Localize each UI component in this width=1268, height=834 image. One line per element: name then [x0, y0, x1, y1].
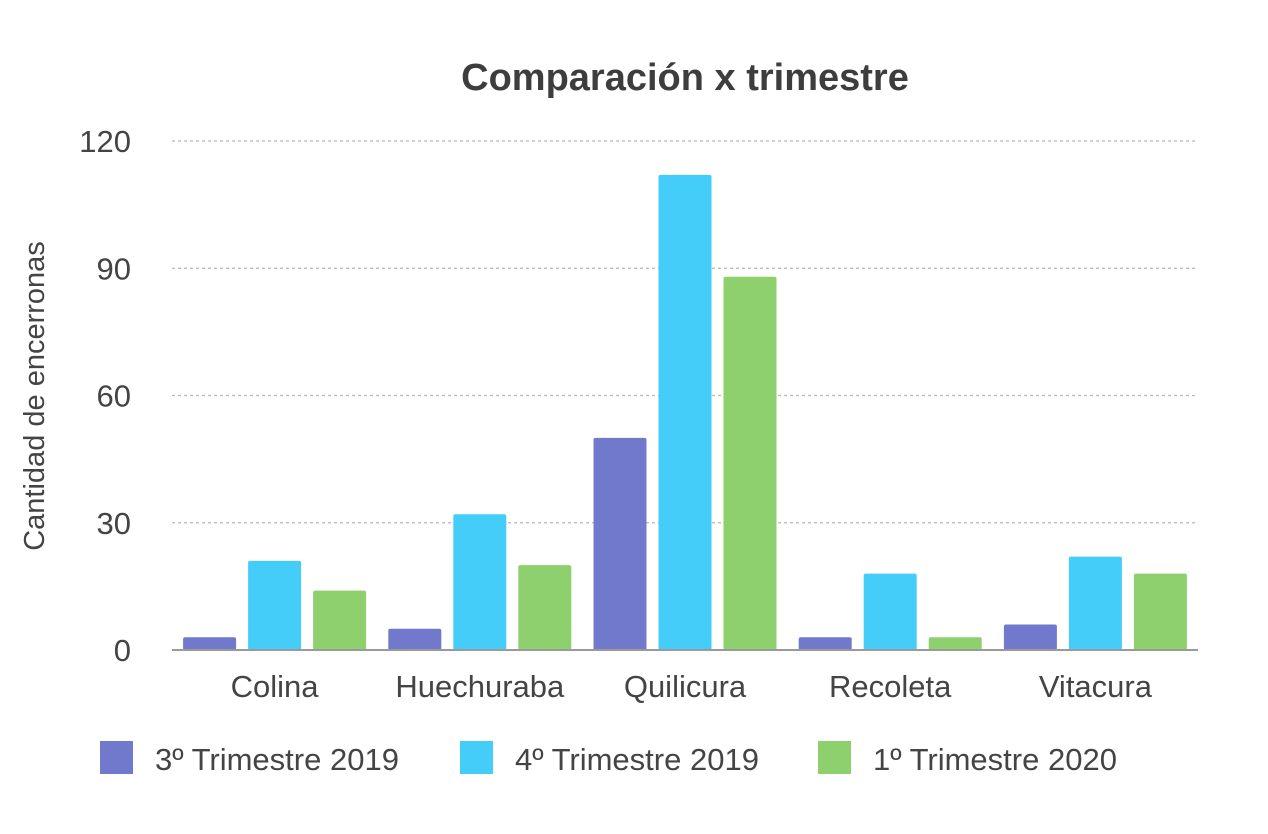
bar-quilicura-series-2 — [658, 174, 712, 650]
bar-recoleta-series-1 — [798, 637, 852, 650]
y-tick-label: 60 — [97, 379, 131, 414]
y-tick-label: 90 — [97, 251, 131, 286]
bar-vitacura-series-3 — [1133, 573, 1187, 650]
y-tick-label: 0 — [114, 633, 131, 668]
y-tick-label: 30 — [97, 506, 131, 541]
bar-vitacura-series-2 — [1068, 556, 1122, 650]
bar-recoleta-series-3 — [928, 637, 982, 650]
chart-title: Comparación x trimestre — [461, 57, 909, 99]
bar-huechuraba-series-2 — [453, 514, 507, 650]
x-tick-label: Recoleta — [829, 669, 952, 704]
bar-vitacura-series-1 — [1003, 624, 1057, 650]
legend-label: 1º Trimestre 2020 — [873, 742, 1117, 777]
legend-label: 3º Trimestre 2019 — [155, 742, 399, 777]
bar-huechuraba-series-3 — [518, 565, 572, 650]
y-tick-label: 120 — [79, 124, 131, 159]
legend-label: 4º Trimestre 2019 — [515, 742, 759, 777]
y-axis-ticks: 0 30 60 90 120 — [79, 124, 131, 668]
bar-colina-series-2 — [248, 560, 302, 650]
bar-quilicura-series-3 — [723, 276, 777, 650]
x-axis-categories: Colina Huechuraba Quilicura Recoleta Vitacur… — [231, 669, 1153, 704]
legend-swatch — [100, 741, 133, 774]
y-axis-label: Cantidad de encerronas — [19, 241, 51, 551]
bars — [183, 174, 1187, 650]
x-tick-label: Vitacura — [1039, 669, 1153, 704]
bar-quilicura-series-1 — [593, 437, 647, 650]
legend-swatch — [818, 741, 851, 774]
x-tick-label: Huechuraba — [395, 669, 565, 704]
legend: 3º Trimestre 2019 4º Trimestre 2019 1º Tri… — [100, 741, 1117, 777]
legend-swatch — [460, 741, 493, 774]
x-tick-label: Quilicura — [624, 669, 747, 704]
x-tick-label: Colina — [231, 669, 320, 704]
bar-colina-series-3 — [313, 590, 367, 650]
bar-recoleta-series-2 — [863, 573, 917, 650]
bar-huechuraba-series-1 — [388, 628, 442, 650]
bar-colina-series-1 — [183, 637, 237, 650]
